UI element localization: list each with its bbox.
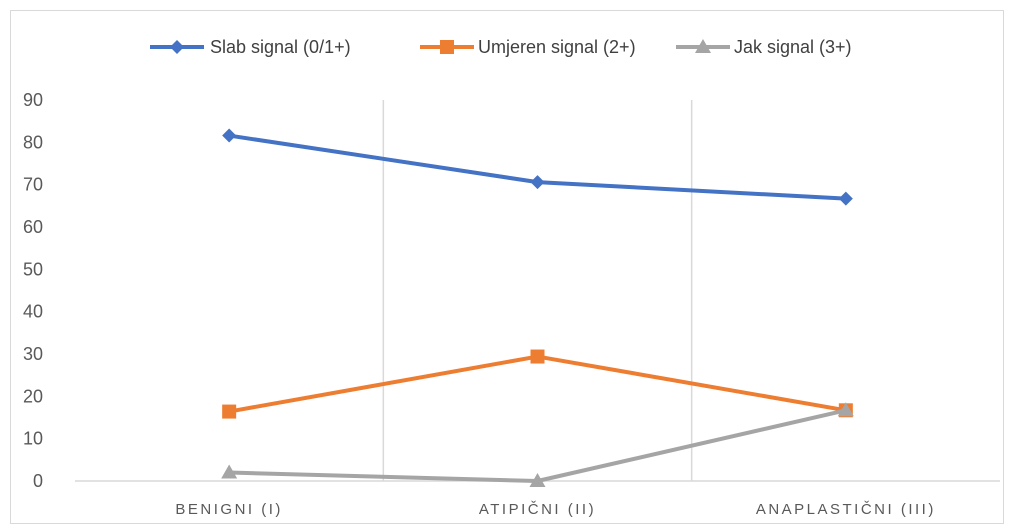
y-tick-label-8: 80 [23, 132, 43, 152]
legend-marker-1 [440, 40, 454, 54]
chart-frame [10, 10, 1004, 524]
y-tick-label-1: 10 [23, 429, 43, 449]
point-0-0 [222, 128, 237, 143]
y-tick-label-6: 60 [23, 217, 43, 237]
series-2 [221, 402, 854, 487]
legend-label-0: Slab signal (0/1+) [210, 37, 351, 57]
y-tick-label-5: 50 [23, 259, 43, 279]
point-2-2 [837, 402, 854, 417]
legend-entry-1: Umjeren signal (2+) [420, 37, 636, 57]
point-1-1 [530, 349, 545, 364]
grid-lines [75, 100, 1000, 482]
point-2-1 [529, 473, 546, 487]
y-tick-label-2: 20 [23, 386, 43, 406]
series-line-1 [227, 354, 848, 414]
y-axis-ticks: 0 10 20 30 40 50 60 70 80 90 [23, 90, 43, 491]
y-tick-label-9: 90 [23, 90, 43, 110]
point-2-0 [221, 464, 238, 479]
legend-label-2: Jak signal (3+) [734, 37, 852, 57]
legend-entry-2: Jak signal (3+) [676, 37, 852, 57]
point-0-2 [838, 191, 853, 206]
legend: Slab signal (0/1+) Umjeren signal (2+) Jak… [150, 37, 852, 57]
legend-label-1: Umjeren signal (2+) [478, 37, 636, 57]
series-line-0 [227, 133, 848, 201]
series-1 [222, 349, 853, 419]
series-line-2 [227, 408, 848, 483]
y-tick-label-3: 30 [23, 344, 43, 364]
legend-marker-0 [170, 40, 184, 54]
legend-entry-0: Slab signal (0/1+) [150, 37, 351, 57]
legend-marker-2 [695, 39, 711, 53]
y-tick-label-7: 70 [23, 175, 43, 195]
y-tick-label-4: 40 [23, 302, 43, 322]
x-tick-label-0: BENIGNI (I) [175, 501, 283, 518]
series-0 [222, 128, 853, 206]
x-tick-label-1: ATIPIČNI (II) [479, 501, 596, 518]
x-tick-label-2: ANAPLASTIČNI (III) [756, 501, 936, 518]
x-axis-ticks: BENIGNI (I) ATIPIČNI (II) ANAPLASTIČNI (II… [175, 501, 936, 518]
y-tick-label-0: 0 [33, 471, 43, 491]
point-1-0 [222, 404, 237, 419]
series-group [221, 128, 854, 487]
point-0-1 [530, 175, 545, 190]
